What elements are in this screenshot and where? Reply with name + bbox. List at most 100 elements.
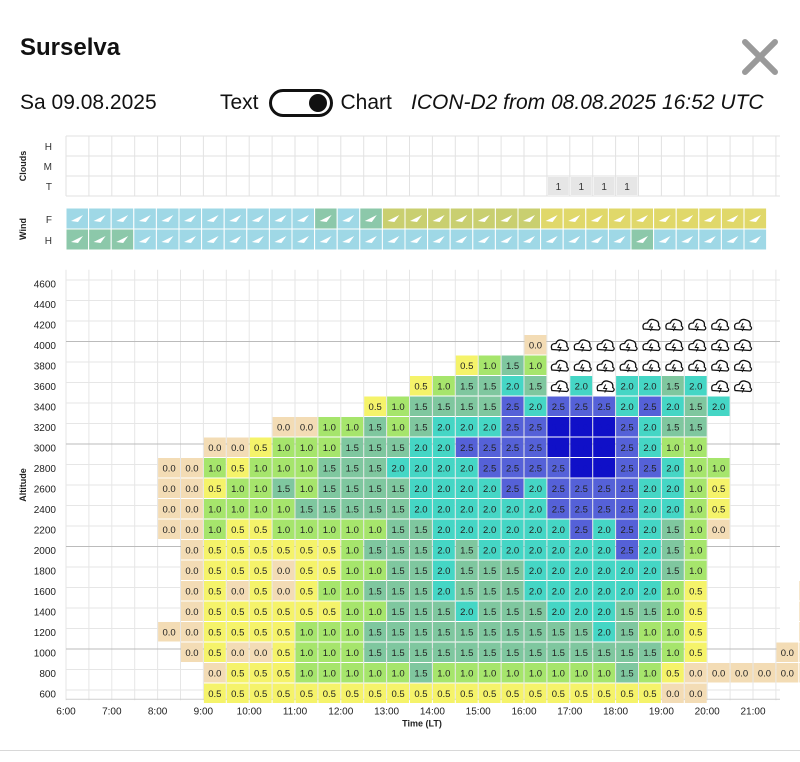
thermal-value: 2.0	[437, 484, 450, 495]
thermal-value: 1.5	[414, 525, 427, 536]
thermal-value: 2.0	[575, 607, 588, 618]
thermal-value: 2.5	[598, 402, 611, 413]
thermal-value: 1.5	[277, 484, 290, 495]
thermal-cell	[432, 376, 455, 396]
thermal-cell	[181, 560, 203, 580]
thermal-value: 1.5	[323, 464, 336, 475]
wind-arrow-icon	[184, 215, 196, 222]
thermal-cell	[387, 683, 409, 703]
thermal-cell	[272, 683, 295, 703]
thermal-value: 0.5	[208, 484, 221, 495]
wind-arrow-icon	[568, 236, 581, 243]
thermal-cell	[616, 458, 638, 478]
wind-arrow-icon	[455, 215, 468, 222]
thermal-value: 1.5	[598, 648, 611, 659]
thermal-cell	[639, 417, 661, 437]
thermal-cell	[364, 663, 387, 683]
thermal-value: 2.5	[506, 464, 519, 475]
wind-arrow-icon	[590, 215, 603, 222]
thermal-value: 0.0	[712, 525, 725, 536]
thermal-value: 0.5	[712, 505, 725, 516]
thermal-value: 1.5	[391, 566, 404, 577]
thermal-cell	[501, 396, 524, 416]
thermal-value: 0.5	[414, 689, 427, 700]
thermal-value: 0.5	[254, 546, 267, 557]
thermal-value: 1.0	[277, 505, 290, 516]
x-tick-label: 12:00	[328, 706, 353, 717]
thermal-cell	[570, 458, 593, 478]
x-tick-label: 8:00	[148, 706, 168, 717]
thermal-value: 0.5	[300, 689, 313, 700]
thermal-cell	[432, 478, 455, 498]
thermal-value: 1.5	[414, 648, 427, 659]
thermal-cell	[593, 417, 616, 437]
thermal-value: 2.5	[620, 423, 633, 434]
thermal-cell	[432, 540, 455, 560]
x-tick-label: 16:00	[511, 706, 536, 717]
thermal-cell	[524, 499, 547, 519]
thermal-cell	[226, 437, 249, 457]
thermal-cell	[455, 417, 478, 437]
thermal-cell	[684, 601, 707, 621]
thermal-cell	[661, 540, 684, 560]
thermal-cell	[364, 478, 387, 498]
clouds-level-label: H	[45, 142, 52, 153]
thermal-value: 2.0	[529, 587, 542, 598]
wind-arrow-icon	[274, 215, 287, 222]
thermal-cell	[364, 417, 387, 437]
thermal-value: 0.0	[277, 566, 290, 577]
thermal-value: 0.5	[254, 525, 267, 536]
thermal-cell	[707, 663, 730, 683]
thermal-value: 1.5	[369, 423, 382, 434]
thermal-value: 2.5	[620, 505, 633, 516]
thermal-value: 1.5	[483, 648, 496, 659]
thermal-value: 1.5	[460, 382, 473, 393]
cloud-icon	[733, 380, 753, 393]
wind-arrow-icon	[590, 236, 603, 243]
thermal-cell	[432, 396, 455, 416]
y-tick-label: 2600	[34, 484, 57, 495]
thermal-cell	[295, 499, 318, 519]
thermal-value: 2.0	[598, 607, 611, 618]
thermal-cell	[478, 376, 501, 396]
thermal-value: 1.0	[277, 525, 290, 536]
thermal-cell	[295, 642, 318, 662]
thermal-value: 1.5	[369, 484, 382, 495]
thermal-value: 1.5	[391, 628, 404, 639]
thermal-value: 1.0	[300, 484, 313, 495]
thermal-value: 1.5	[666, 382, 679, 393]
thermal-cell	[753, 663, 776, 683]
thermal-cell	[524, 519, 547, 539]
thermal-value: 0.5	[231, 669, 244, 680]
wind-arrow-icon	[229, 236, 242, 243]
thermal-cell	[432, 581, 455, 601]
thermal-value: 0.5	[300, 546, 313, 557]
thermal-value: 1.5	[666, 423, 679, 434]
thermal-value: 0.5	[231, 525, 244, 536]
thermal-cell	[318, 519, 341, 539]
thermal-cell	[684, 642, 707, 662]
thermal-cell	[341, 437, 364, 457]
close-button[interactable]	[737, 34, 783, 80]
thermal-value: 2.0	[437, 464, 450, 475]
thermal-cell	[455, 622, 478, 642]
toggle-label-chart: Chart	[340, 91, 392, 114]
cloud-cell	[616, 177, 638, 195]
thermal-cell	[524, 396, 547, 416]
y-tick-label: 3200	[34, 423, 57, 434]
thermal-cell	[501, 642, 524, 662]
view-toggle-switch[interactable]	[268, 89, 333, 117]
thermal-cell	[181, 540, 203, 560]
thermal-value: 1.0	[254, 464, 267, 475]
thermal-cell	[158, 622, 180, 642]
wind-arrow-icon	[613, 215, 626, 222]
thermal-cell	[410, 601, 432, 621]
thermal-value: 0.5	[277, 689, 290, 700]
thermal-value: 1.5	[346, 484, 359, 495]
thermal-value: 1.0	[346, 566, 359, 577]
thermal-value: 2.0	[506, 382, 519, 393]
thermal-value: 1.5	[483, 628, 496, 639]
thermal-cell	[318, 478, 341, 498]
thermal-cell	[570, 642, 593, 662]
cloud-value: 1	[624, 182, 630, 193]
